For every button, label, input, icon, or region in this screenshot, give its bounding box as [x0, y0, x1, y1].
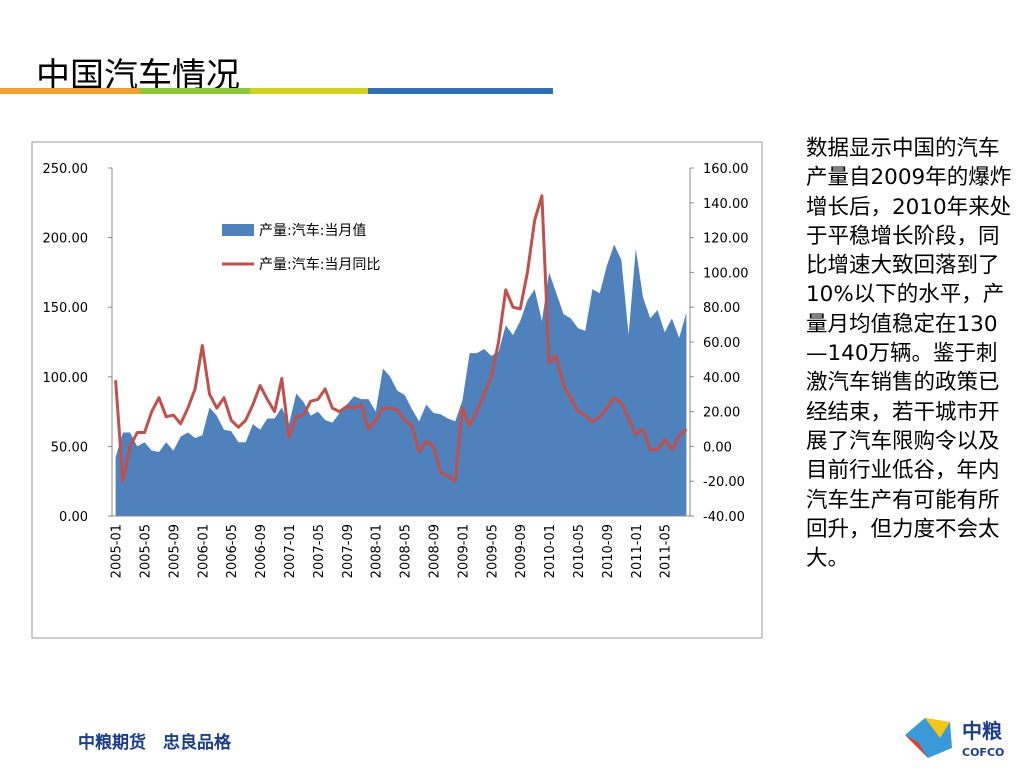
y-tick-label: 100.00 — [43, 371, 89, 386]
logo-en: COFCO — [962, 746, 1004, 759]
y2-tick-label: 160.00 — [703, 162, 749, 177]
y2-tick-label: 120.00 — [703, 232, 749, 247]
y2-tick-label: 40.00 — [703, 371, 740, 386]
x-tick-label: 2009-05 — [485, 524, 500, 578]
x-tick-label: 2009-09 — [514, 524, 529, 578]
x-tick-label: 2006-09 — [254, 524, 269, 578]
title-bar — [140, 88, 250, 94]
y2-tick-label: -40.00 — [703, 510, 745, 525]
area — [115, 244, 687, 516]
x-tick-label: 2010-01 — [543, 524, 558, 578]
x-tick-label: 2006-01 — [196, 524, 211, 578]
x-tick-label: 2008-05 — [399, 524, 414, 578]
y-tick-label: 150.00 — [43, 301, 89, 316]
x-tick-label: 2005-09 — [167, 524, 182, 578]
legend-label: 产量:汽车:当月值 — [259, 222, 366, 239]
x-tick-label: 2008-09 — [428, 524, 443, 578]
x-tick-label: 2009-01 — [456, 524, 471, 578]
legend-swatch — [222, 224, 254, 236]
logo-shape — [925, 718, 950, 738]
y2-tick-label: 60.00 — [703, 336, 740, 351]
x-tick-label: 2010-05 — [572, 524, 587, 578]
x-tick-label: 2008-01 — [370, 524, 385, 578]
x-tick-label: 2011-05 — [659, 524, 674, 578]
x-tick-label: 2007-09 — [341, 524, 356, 578]
title-bar — [368, 88, 553, 94]
y2-tick-label: 80.00 — [703, 301, 740, 316]
y2-tick-label: 0.00 — [703, 440, 732, 455]
x-tick-label: 2011-01 — [630, 524, 645, 578]
x-tick-label: 2007-05 — [312, 524, 327, 578]
y2-tick-label: 20.00 — [703, 406, 740, 421]
y2-tick-label: 140.00 — [703, 197, 749, 212]
footer-slogan: 中粮期货 忠良品格 — [78, 732, 232, 753]
x-tick-label: 2005-05 — [139, 524, 154, 578]
title-bar — [0, 88, 140, 94]
x-tick-label: 2010-09 — [601, 524, 616, 578]
x-tick-label: 2006-05 — [225, 524, 240, 578]
logo-shape — [905, 735, 928, 758]
legend-label: 产量:汽车:当月同比 — [259, 256, 380, 273]
x-tick-label: 2005-01 — [110, 524, 125, 578]
title-bar — [250, 88, 368, 94]
y2-tick-label: -20.00 — [703, 475, 745, 490]
x-tick-label: 2007-01 — [283, 524, 298, 578]
logo-cn: 中粮 — [962, 719, 1002, 743]
y-tick-label: 250.00 — [43, 162, 89, 177]
line — [114, 194, 688, 483]
y-tick-label: 0.00 — [59, 510, 88, 525]
y2-tick-label: 100.00 — [703, 266, 749, 281]
y-tick-label: 200.00 — [43, 232, 89, 247]
y-tick-label: 50.00 — [51, 440, 88, 455]
commentary: 数据显示中国的汽车产量自2009年的爆炸增长后，2010年来处于平稳增长阶段，同… — [806, 136, 1012, 572]
